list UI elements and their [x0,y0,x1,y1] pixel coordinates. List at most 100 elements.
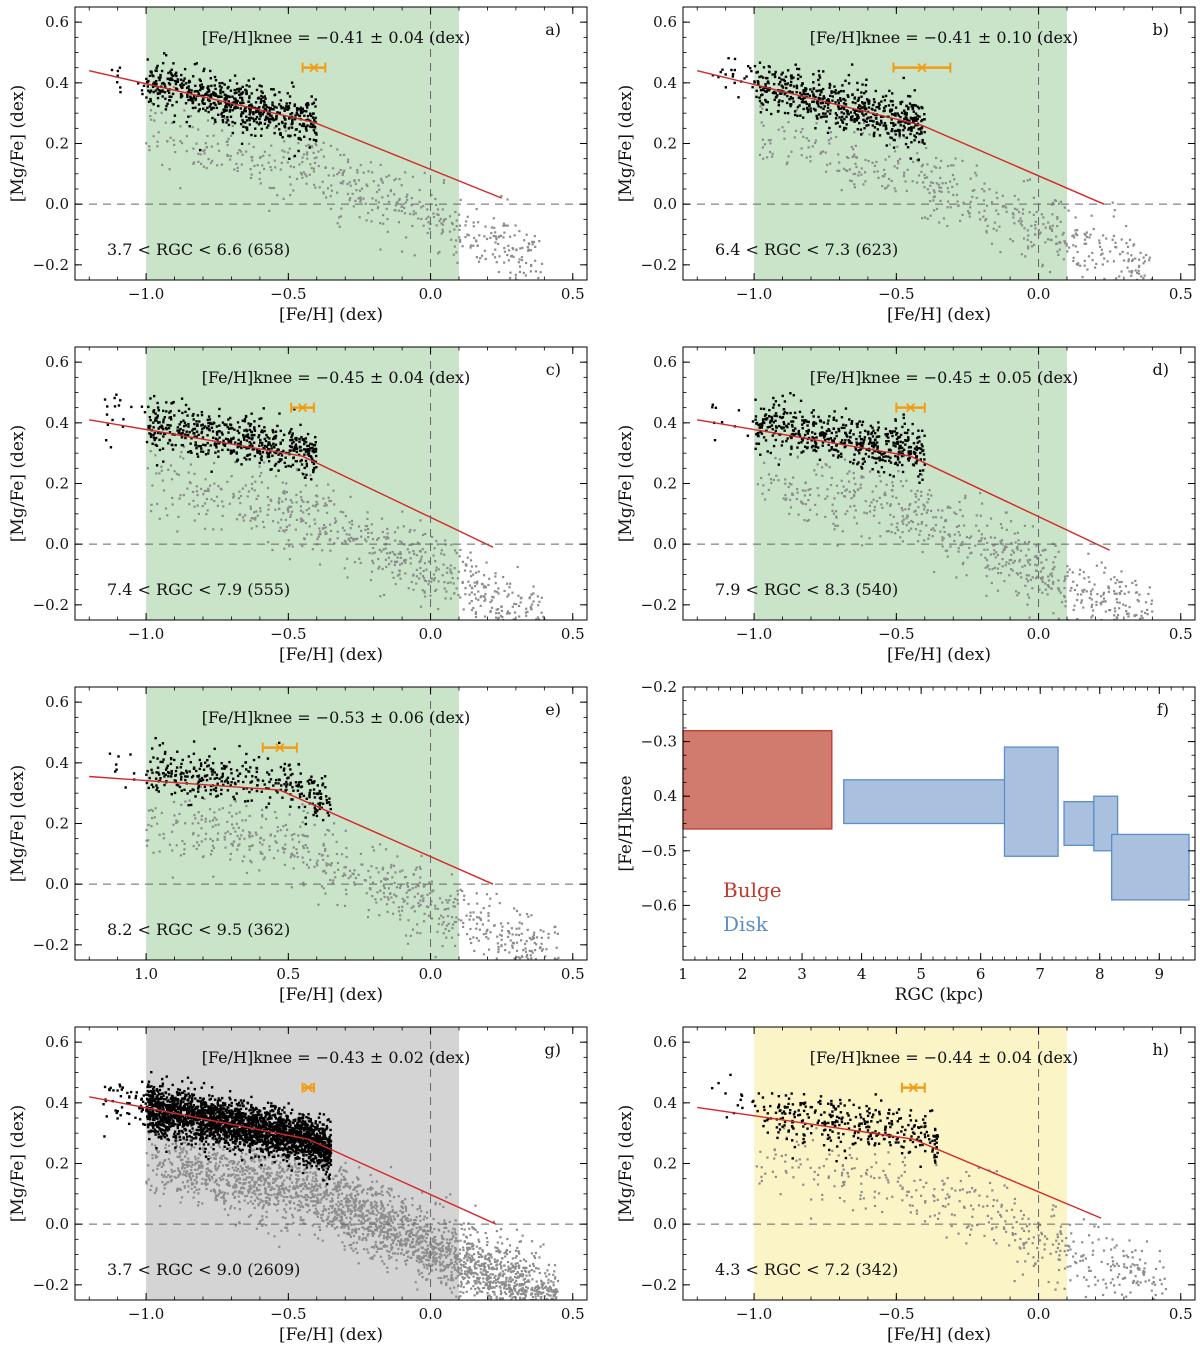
gray-point [807,139,810,142]
gray-point [442,179,446,182]
black-point [807,420,810,424]
gray-point [946,164,950,168]
black-point [272,442,275,445]
gray-point [282,529,285,532]
gray-point [465,564,468,567]
gray-point [379,595,382,598]
gray-point [495,238,498,241]
gray-point [394,539,397,542]
black-point [772,444,776,448]
black-point [162,81,165,85]
gray-point [305,509,308,512]
gray-point [160,469,163,472]
gray-point [1057,579,1060,582]
black-point [830,91,833,94]
gray-point [1056,242,1059,245]
gray-point [366,517,369,521]
knee-annotation: [Fe/H]knee = −0.45 ± 0.04 (dex) [202,368,471,387]
gray-point [377,557,380,561]
gray-point [272,186,276,190]
black-point [871,456,874,459]
gray-point [1047,584,1050,587]
black-point [867,442,871,445]
black-point [294,443,298,446]
gray-point [520,596,523,599]
black-point [130,405,133,409]
black-point [179,420,183,424]
gray-point [1009,520,1013,523]
gray-point [386,218,389,221]
black-point [825,429,829,433]
black-point [217,450,220,453]
gray-point [249,176,253,180]
gray-point [280,518,283,521]
black-point [908,453,911,457]
gray-point [1093,266,1097,269]
gray-point [281,149,284,152]
gray-point [1146,613,1149,616]
gray-point [1132,244,1135,247]
black-point [229,452,233,455]
black-point [758,426,761,429]
black-point [199,444,202,448]
black-point [272,108,275,111]
black-point [759,407,763,410]
black-point [304,459,308,463]
gray-point [772,478,775,482]
gray-point [285,525,289,528]
gray-point [473,236,476,240]
gray-point [853,491,857,494]
gray-point [470,575,473,578]
black-point [847,95,850,99]
gray-point [213,499,216,503]
black-point [891,103,895,107]
gray-point [1085,231,1089,234]
gray-point [926,163,929,166]
black-point [191,414,194,417]
gray-point [377,201,380,204]
gray-point [885,483,888,486]
gray-point [992,544,995,547]
black-point [807,108,810,112]
black-point [915,131,919,135]
gray-point [164,507,168,510]
gray-point [530,593,533,596]
gray-point [279,168,282,171]
black-point [231,103,234,107]
gray-point [1089,233,1092,236]
gray-point [906,515,910,518]
gray-point [282,156,285,159]
black-point [226,448,230,451]
black-point [792,394,796,397]
gray-point [270,499,273,503]
gray-point [938,190,941,193]
gray-point [508,586,511,589]
black-point [853,120,856,123]
black-point [822,95,826,98]
gray-point [220,163,223,166]
gray-point [487,583,490,587]
gray-point [1036,557,1039,560]
gray-point [250,487,254,490]
black-point [182,419,185,422]
black-point [890,129,893,133]
gray-point [541,647,543,649]
gray-point [1011,569,1014,572]
black-point [769,419,772,423]
gray-point [207,489,210,493]
gray-point [794,129,798,132]
gray-point [258,475,262,478]
black-point [227,439,231,442]
shaded-region [754,7,1067,280]
black-point [180,397,184,400]
black-point [240,463,243,466]
gray-point [853,153,856,156]
gray-point [980,553,983,556]
gray-point [994,556,997,559]
gray-point [255,497,258,501]
gray-point [268,154,271,157]
black-point [271,107,274,111]
gray-point [518,270,522,274]
gray-point [282,512,285,515]
gray-point [494,572,497,575]
